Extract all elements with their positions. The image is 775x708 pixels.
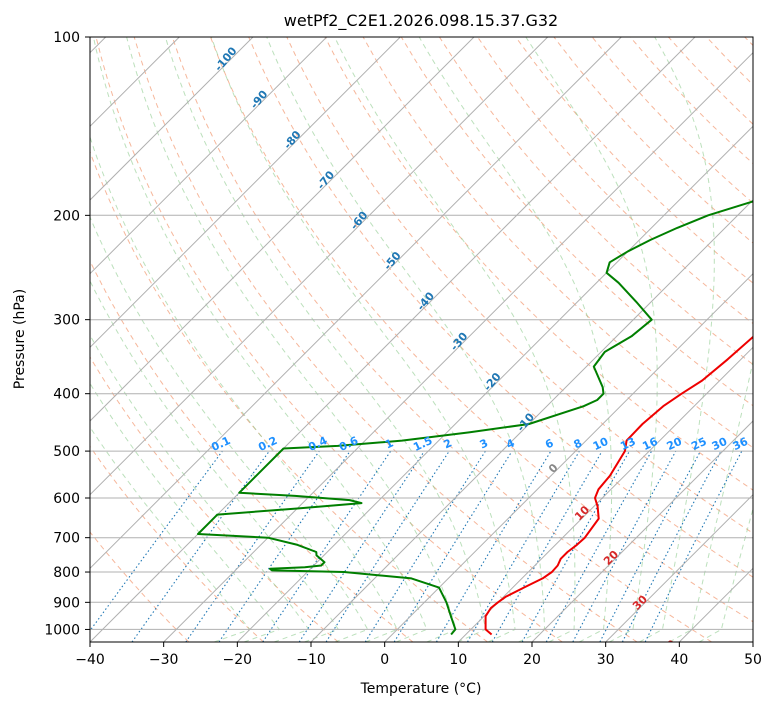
moist-adiabat-line — [639, 37, 715, 642]
isotherm-line — [752, 641, 753, 642]
x-tick-label: 40 — [670, 652, 688, 668]
isotherm-line — [90, 37, 622, 570]
mixing-ratio-line — [545, 450, 653, 642]
mixing-ratio-line — [298, 450, 425, 642]
isotherm-line — [531, 420, 753, 642]
mixing-ratio-label: 20 — [665, 435, 685, 453]
mixing-ratio-line — [325, 450, 450, 642]
dry-adiabat-line — [90, 356, 339, 642]
isotherm-line — [457, 346, 753, 642]
moist-adiabat-line — [90, 426, 251, 642]
y-tick-label: 300 — [53, 313, 80, 329]
x-tick-label: 20 — [523, 652, 541, 668]
moist-adiabat-line — [334, 37, 576, 642]
profile-series — [197, 200, 753, 636]
mixing-ratio-line — [131, 450, 270, 642]
mixing-ratio-line — [262, 450, 392, 642]
y-tick-label: 200 — [53, 208, 80, 224]
dry-adiabat-line — [90, 150, 488, 642]
moist-adiabat-line — [164, 37, 487, 642]
dry-adiabat-line — [400, 37, 753, 407]
x-tick-label: 30 — [597, 652, 615, 668]
isotherm-label: 40 — [659, 637, 679, 657]
x-axis-title: Temperature (°C) — [360, 681, 482, 697]
y-axis-title: Pressure (hPa) — [12, 289, 28, 389]
dry-adiabat-line — [90, 445, 264, 642]
isotherm-line — [310, 199, 753, 642]
moist-adiabat-line — [669, 358, 753, 642]
mixing-ratio-label: 30 — [710, 435, 730, 453]
y-tick-label: 100 — [53, 30, 80, 46]
mixing-ratio-line — [393, 450, 513, 642]
chart-title: wetPf2_C2E1.2026.098.15.37.G32 — [284, 11, 558, 31]
mixing-ratio-label: 10 — [591, 435, 611, 453]
y-tick-label: 500 — [53, 444, 80, 460]
y-tick-label: 900 — [53, 595, 80, 611]
isotherm-line — [236, 125, 753, 642]
plot-background — [90, 37, 753, 642]
grid-lines — [90, 37, 753, 630]
x-tick-label: −10 — [296, 652, 326, 668]
y-tick-label: 700 — [53, 531, 80, 547]
dry-adiabat-line — [171, 37, 712, 642]
y-tick-label: 800 — [53, 565, 80, 581]
mixing-ratio-line — [185, 450, 320, 642]
dry-adiabat-line — [210, 37, 753, 623]
isotherm-line — [90, 37, 696, 642]
mixing-ratio-line — [521, 450, 630, 642]
mixing-ratio-label: 25 — [689, 435, 708, 453]
moist-adiabat-line — [90, 135, 398, 642]
dry-adiabat-line — [438, 37, 753, 366]
moist-adiabat-line — [525, 37, 658, 642]
mixing-ratio-line — [572, 450, 677, 642]
temperature-profile-line — [484, 335, 753, 636]
mixing-ratio-label: 36 — [731, 435, 751, 453]
x-tick-label: 10 — [449, 652, 467, 668]
moist-adiabat-line — [266, 37, 546, 642]
y-tick-label: 400 — [53, 387, 80, 403]
isotherm-line — [90, 37, 475, 422]
isotherm-line — [90, 37, 254, 201]
dry-adiabat-line — [90, 531, 190, 642]
isotherm-line — [163, 51, 753, 642]
moist-adiabat-line — [90, 279, 340, 642]
dewpoint-profile-line — [197, 200, 753, 636]
mixing-ratio-label: 16 — [640, 435, 660, 453]
x-axis: −40 −30 −20 −10 0 10 20 30 40 50 — [75, 642, 762, 668]
moist-adiabat-line — [698, 506, 753, 642]
x-tick-label: −30 — [149, 652, 179, 668]
x-tick-label: 50 — [744, 652, 762, 668]
isotherm-line — [90, 37, 401, 349]
isotherm-line — [384, 272, 753, 642]
moist-adiabat-line — [90, 382, 281, 642]
moist-adiabat-line — [210, 37, 516, 642]
mixing-ratio-line — [218, 450, 351, 642]
y-axis: 1000 900 800 700 600 500 400 300 200 100 — [44, 30, 90, 638]
mixing-ratio-line — [644, 450, 743, 642]
y-tick-label: 1000 — [44, 622, 80, 638]
y-tick-label: 600 — [53, 491, 80, 507]
background-lines — [90, 37, 753, 642]
mixing-ratio-label: 13 — [618, 435, 637, 453]
dry-adiabat-line — [248, 37, 753, 578]
mixing-ratio-line — [90, 450, 223, 632]
isotherm-line — [605, 493, 753, 642]
dry-adiabat-line — [515, 37, 753, 284]
moist-adiabat-line — [92, 37, 428, 642]
isotherm-line — [90, 37, 328, 275]
plot-frame — [89, 36, 754, 643]
moist-adiabat-line — [418, 37, 613, 642]
dry-adiabat-line — [95, 37, 563, 642]
x-tick-label: 0 — [380, 652, 389, 668]
x-tick-label: −20 — [223, 652, 253, 668]
moist-adiabat-line — [126, 37, 457, 642]
x-tick-label: −40 — [75, 652, 105, 668]
isotherm-line — [90, 37, 549, 496]
